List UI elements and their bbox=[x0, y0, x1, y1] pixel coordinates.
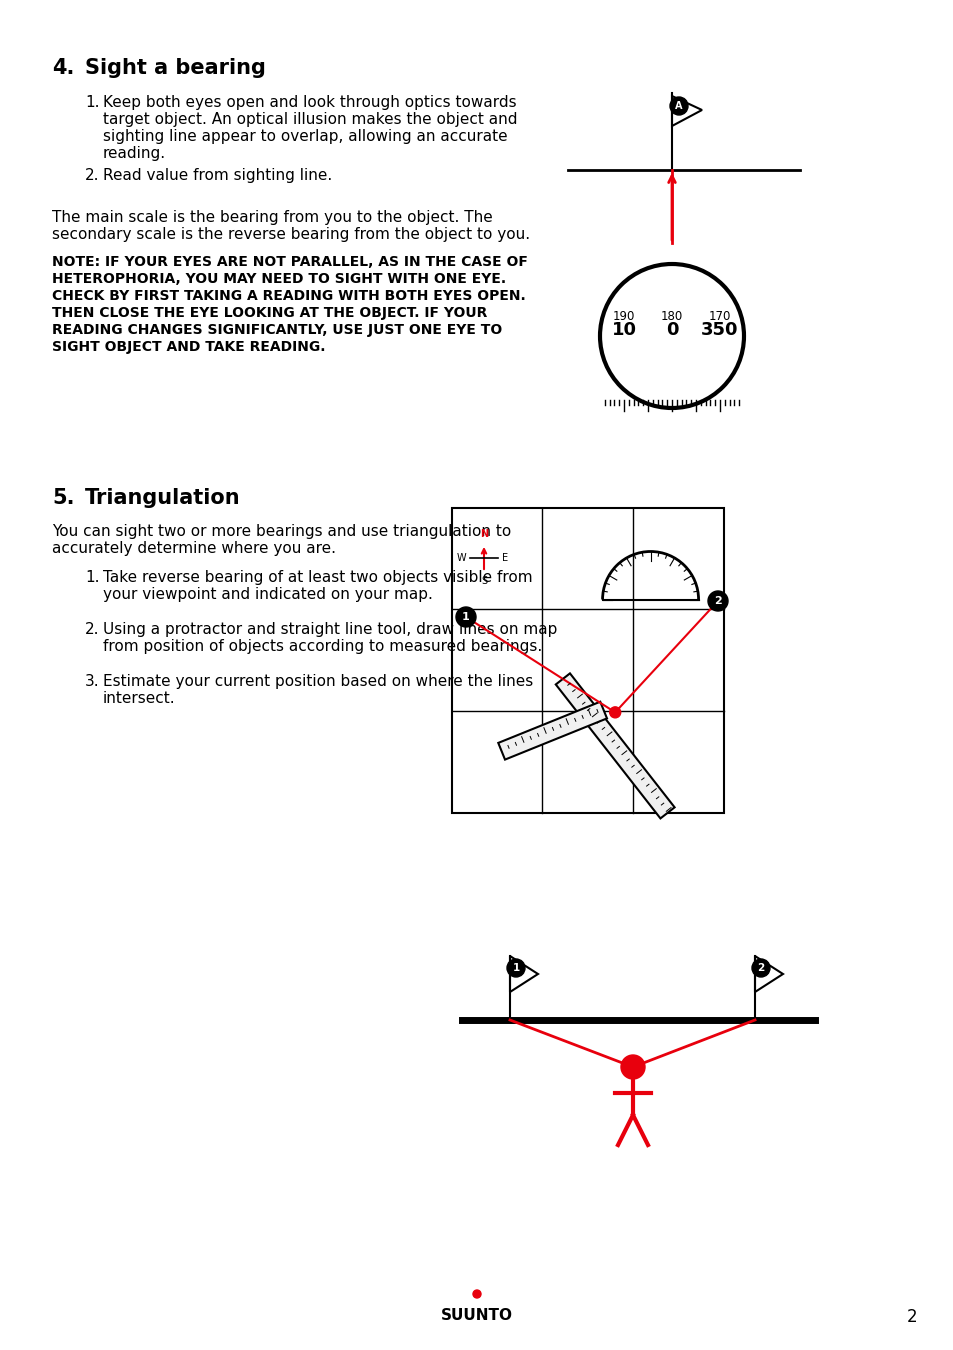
Text: 2.: 2. bbox=[85, 167, 99, 184]
Text: accurately determine where you are.: accurately determine where you are. bbox=[52, 541, 335, 556]
Circle shape bbox=[506, 958, 524, 977]
Text: W: W bbox=[456, 554, 465, 563]
Text: The main scale is the bearing from you to the object. The: The main scale is the bearing from you t… bbox=[52, 211, 493, 225]
Text: reading.: reading. bbox=[103, 146, 166, 161]
Text: CHECK BY FIRST TAKING A READING WITH BOTH EYES OPEN.: CHECK BY FIRST TAKING A READING WITH BOT… bbox=[52, 289, 525, 302]
Circle shape bbox=[620, 1054, 644, 1079]
Text: 2: 2 bbox=[905, 1308, 917, 1326]
Text: 0: 0 bbox=[665, 321, 678, 339]
Text: You can sight two or more bearings and use triangulation to: You can sight two or more bearings and u… bbox=[52, 524, 511, 539]
Text: Using a protractor and straight line tool, draw lines on map: Using a protractor and straight line too… bbox=[103, 622, 557, 637]
Text: sighting line appear to overlap, allowing an accurate: sighting line appear to overlap, allowin… bbox=[103, 130, 507, 144]
Text: E: E bbox=[501, 554, 508, 563]
Text: 2: 2 bbox=[757, 963, 763, 973]
Text: secondary scale is the reverse bearing from the object to you.: secondary scale is the reverse bearing f… bbox=[52, 227, 530, 242]
Circle shape bbox=[669, 97, 687, 115]
Text: Keep both eyes open and look through optics towards: Keep both eyes open and look through opt… bbox=[103, 95, 517, 109]
Circle shape bbox=[456, 608, 476, 626]
Circle shape bbox=[751, 958, 769, 977]
Text: your viewpoint and indicated on your map.: your viewpoint and indicated on your map… bbox=[103, 587, 433, 602]
Circle shape bbox=[707, 591, 727, 612]
Text: 1.: 1. bbox=[85, 570, 99, 585]
Text: HETEROPHORIA, YOU MAY NEED TO SIGHT WITH ONE EYE.: HETEROPHORIA, YOU MAY NEED TO SIGHT WITH… bbox=[52, 271, 506, 286]
Polygon shape bbox=[556, 674, 674, 818]
Text: 350: 350 bbox=[700, 321, 738, 339]
Text: Sight a bearing: Sight a bearing bbox=[85, 58, 266, 78]
Text: READING CHANGES SIGNIFICANTLY, USE JUST ONE EYE TO: READING CHANGES SIGNIFICANTLY, USE JUST … bbox=[52, 323, 501, 338]
Circle shape bbox=[609, 707, 620, 718]
Text: Estimate your current position based on where the lines: Estimate your current position based on … bbox=[103, 674, 533, 688]
Text: 180: 180 bbox=[660, 309, 682, 323]
Text: 1: 1 bbox=[512, 963, 519, 973]
Circle shape bbox=[473, 1291, 480, 1297]
Text: 2.: 2. bbox=[85, 622, 99, 637]
Text: N: N bbox=[479, 529, 488, 539]
Text: SUUNTO: SUUNTO bbox=[440, 1308, 513, 1323]
Bar bbox=[452, 508, 723, 813]
Text: 1.: 1. bbox=[85, 95, 99, 109]
Text: NOTE: IF YOUR EYES ARE NOT PARALLEL, AS IN THE CASE OF: NOTE: IF YOUR EYES ARE NOT PARALLEL, AS … bbox=[52, 255, 527, 269]
Polygon shape bbox=[497, 702, 606, 760]
Text: target object. An optical illusion makes the object and: target object. An optical illusion makes… bbox=[103, 112, 517, 127]
Text: A: A bbox=[675, 101, 682, 111]
Text: THEN CLOSE THE EYE LOOKING AT THE OBJECT. IF YOUR: THEN CLOSE THE EYE LOOKING AT THE OBJECT… bbox=[52, 306, 487, 320]
Text: 170: 170 bbox=[708, 309, 730, 323]
Text: 5.: 5. bbox=[52, 487, 74, 508]
Text: S: S bbox=[480, 576, 487, 586]
Text: from position of objects according to measured bearings.: from position of objects according to me… bbox=[103, 639, 541, 653]
Text: 190: 190 bbox=[612, 309, 635, 323]
Text: 3.: 3. bbox=[85, 674, 99, 688]
Text: Take reverse bearing of at least two objects visible from: Take reverse bearing of at least two obj… bbox=[103, 570, 532, 585]
Text: Triangulation: Triangulation bbox=[85, 487, 240, 508]
Text: intersect.: intersect. bbox=[103, 691, 175, 706]
Text: Read value from sighting line.: Read value from sighting line. bbox=[103, 167, 332, 184]
Text: 4.: 4. bbox=[52, 58, 74, 78]
Text: 2: 2 bbox=[714, 595, 721, 606]
Text: 10: 10 bbox=[611, 321, 636, 339]
Text: SIGHT OBJECT AND TAKE READING.: SIGHT OBJECT AND TAKE READING. bbox=[52, 340, 325, 354]
Text: 1: 1 bbox=[461, 612, 470, 622]
